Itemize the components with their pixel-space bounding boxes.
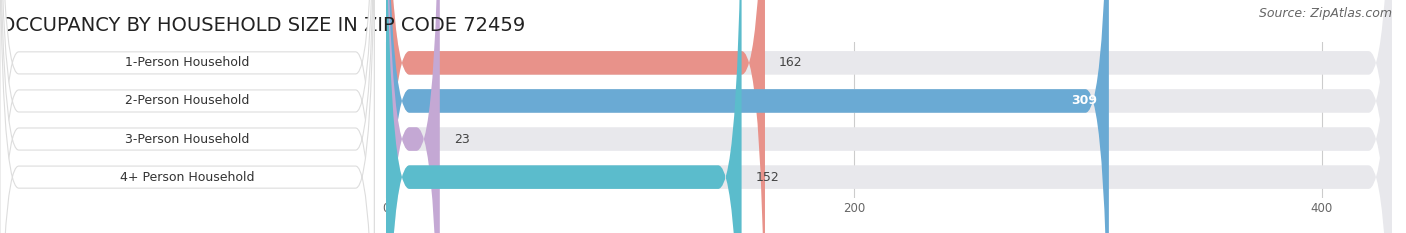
FancyBboxPatch shape — [0, 0, 374, 233]
FancyBboxPatch shape — [387, 0, 765, 233]
FancyBboxPatch shape — [0, 0, 374, 233]
Text: 3-Person Household: 3-Person Household — [125, 133, 249, 146]
Text: Source: ZipAtlas.com: Source: ZipAtlas.com — [1258, 7, 1392, 20]
FancyBboxPatch shape — [387, 0, 440, 233]
Text: OCCUPANCY BY HOUSEHOLD SIZE IN ZIP CODE 72459: OCCUPANCY BY HOUSEHOLD SIZE IN ZIP CODE … — [0, 16, 526, 35]
FancyBboxPatch shape — [387, 0, 1392, 233]
FancyBboxPatch shape — [0, 0, 374, 233]
Text: 2-Person Household: 2-Person Household — [125, 94, 249, 107]
FancyBboxPatch shape — [387, 0, 1392, 233]
FancyBboxPatch shape — [387, 0, 1392, 233]
Text: 4+ Person Household: 4+ Person Household — [120, 171, 254, 184]
Text: 1-Person Household: 1-Person Household — [125, 56, 249, 69]
FancyBboxPatch shape — [387, 0, 741, 233]
FancyBboxPatch shape — [387, 0, 1392, 233]
FancyBboxPatch shape — [0, 0, 374, 233]
Text: 309: 309 — [1071, 94, 1097, 107]
Text: 23: 23 — [454, 133, 470, 146]
Text: 162: 162 — [779, 56, 803, 69]
FancyBboxPatch shape — [387, 0, 1109, 233]
Text: 152: 152 — [755, 171, 779, 184]
